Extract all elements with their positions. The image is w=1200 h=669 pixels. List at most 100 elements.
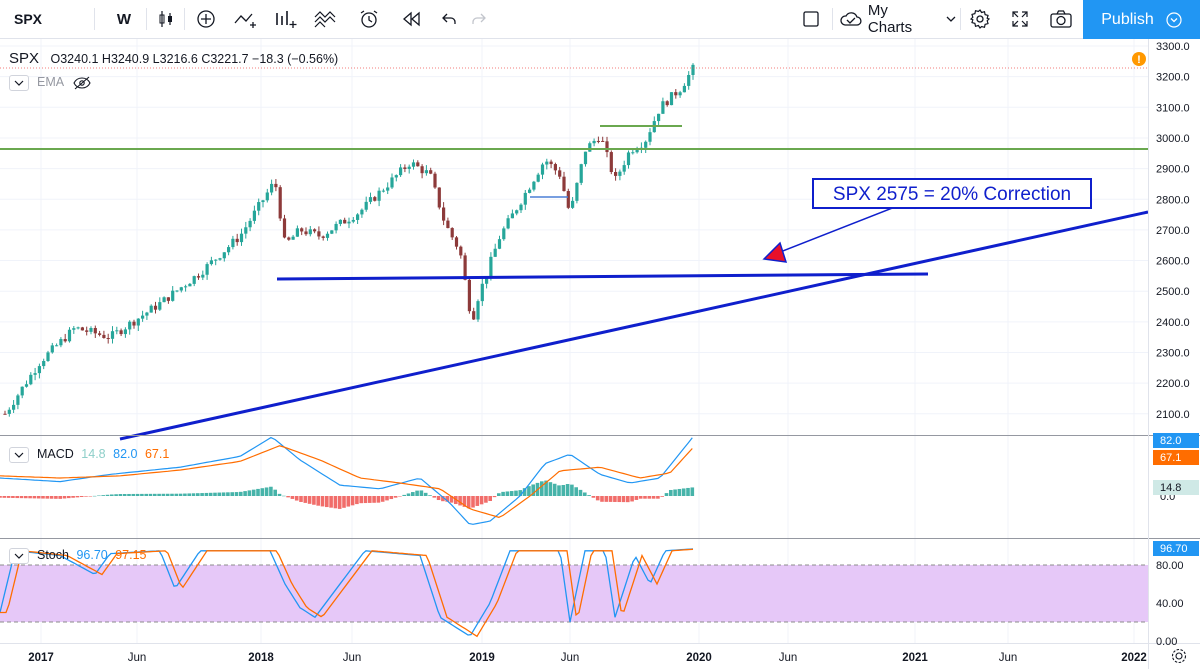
candle-body xyxy=(575,182,579,201)
candle-body xyxy=(386,187,390,191)
macd-histogram-bar xyxy=(380,496,385,502)
interval-button[interactable]: W xyxy=(116,10,132,28)
candle-body xyxy=(549,161,553,165)
collapse-macd-button[interactable] xyxy=(9,447,29,463)
macd-histogram-bar xyxy=(144,493,148,496)
candle-body xyxy=(235,238,239,243)
undo-icon[interactable] xyxy=(436,0,462,38)
candle-body xyxy=(291,236,295,240)
candle-body xyxy=(644,141,648,148)
macd-histogram-bar xyxy=(540,481,544,496)
candle-body xyxy=(545,161,549,165)
candle-body xyxy=(528,189,532,193)
layout-icon[interactable] xyxy=(798,0,824,38)
candle-body xyxy=(85,330,89,332)
candle-body xyxy=(399,167,403,176)
chart-area[interactable]: SPX 2575 = 20% Correction 3300.0 3200.0 31… xyxy=(0,39,1200,669)
gear-icon[interactable] xyxy=(966,0,994,38)
toolbar-divider xyxy=(94,8,95,30)
candle-body xyxy=(373,197,377,201)
price-legend: SPX O3240.1 H3240.9 L3216.6 C3221.7 −18.… xyxy=(9,50,338,67)
candle-body xyxy=(33,373,37,375)
annotation-arrow-line[interactable] xyxy=(769,204,901,257)
annotation-arrow-head[interactable] xyxy=(762,241,788,263)
indicators-icon[interactable] xyxy=(230,0,262,38)
candles-icon[interactable] xyxy=(152,0,180,38)
macd-signal-line xyxy=(0,445,693,518)
warning-icon[interactable] xyxy=(1132,52,1146,66)
stoch-k-line xyxy=(0,548,694,636)
macd-histogram-bar xyxy=(260,488,265,496)
candle-body xyxy=(270,183,274,193)
macd-histogram-bar xyxy=(24,496,28,499)
macd-histogram-bar xyxy=(355,496,359,505)
collapse-stoch-button[interactable] xyxy=(9,548,29,564)
candle-body xyxy=(67,329,72,342)
candle-body xyxy=(162,297,166,303)
macd-histogram-bar xyxy=(251,489,256,496)
alert-icon[interactable] xyxy=(354,0,384,38)
macd-histogram-bar xyxy=(118,494,123,496)
financials-icon[interactable] xyxy=(310,0,342,38)
macd-histogram-bar xyxy=(256,488,260,496)
macd-histogram-bar xyxy=(290,496,295,499)
price-tick-label: 3000.0 xyxy=(1156,133,1190,145)
macd-histogram-bar xyxy=(49,496,54,499)
candle-body xyxy=(579,164,583,183)
time-tick-label: Jun xyxy=(779,652,798,664)
fullscreen-icon[interactable] xyxy=(1006,0,1034,38)
collapse-legend-button[interactable] xyxy=(9,75,29,91)
price-tick-label: 2200.0 xyxy=(1156,378,1190,390)
candle-body xyxy=(377,190,381,201)
add-indicator-icon[interactable] xyxy=(192,0,220,38)
macd-histogram-bar xyxy=(243,491,247,496)
candle-body xyxy=(343,219,347,224)
annotation-box[interactable] xyxy=(812,178,1092,209)
candle-body xyxy=(407,166,411,169)
candle-body xyxy=(351,219,355,222)
candle-body xyxy=(3,413,7,415)
chart-canvas[interactable]: SPX 2575 = 20% Correction 3300.0 3200.0 31… xyxy=(0,39,1200,669)
candle-body xyxy=(669,92,674,106)
time-tick-label: 2021 xyxy=(902,652,928,664)
candle-body xyxy=(454,237,459,247)
macd-histogram-bar xyxy=(286,496,290,498)
macd-histogram-bar xyxy=(583,492,587,496)
stoch-tick-label: 40.00 xyxy=(1156,598,1184,610)
symbol-search-button[interactable]: SPX xyxy=(13,11,42,27)
candle-body xyxy=(321,236,325,238)
candle-body xyxy=(497,239,502,249)
macd-histogram-bar xyxy=(441,496,445,502)
macd-histogram-bar xyxy=(681,488,686,496)
horizontal-support-line[interactable] xyxy=(276,272,929,281)
rising-trendline[interactable] xyxy=(119,210,1149,441)
camera-icon[interactable] xyxy=(1046,0,1076,38)
replay-icon[interactable] xyxy=(396,0,426,38)
price-axis[interactable]: 3300.0 3200.0 3100.0 3000.0 2900.0 2800.0 2700… xyxy=(1156,41,1190,648)
macd-histogram-bar xyxy=(299,496,303,502)
candle-body xyxy=(106,337,110,339)
candle-body xyxy=(317,231,321,237)
macd-histogram-bar xyxy=(458,496,462,506)
macd-histogram-bar xyxy=(54,496,58,499)
macd-histogram-bar xyxy=(204,492,209,496)
redo-icon[interactable] xyxy=(466,0,492,38)
axis-settings-gear-icon[interactable] xyxy=(1171,648,1187,664)
candle-body xyxy=(115,330,119,332)
candle-body xyxy=(394,175,398,178)
candle-body xyxy=(325,233,330,238)
my-charts-button[interactable]: My Charts xyxy=(838,0,958,38)
time-axis[interactable]: 2017 Jun 2018 Jun 2019 Jun 2020 Jun 2021 Jun 2022 xyxy=(28,652,1147,664)
top-toolbar: SPX W My Charts xyxy=(0,0,1200,39)
publish-button[interactable]: Publish xyxy=(1083,0,1200,39)
macd-histogram-bar xyxy=(307,496,312,504)
candle-body xyxy=(583,151,588,165)
macd-histogram-bar xyxy=(359,496,363,504)
macd-histogram-bar xyxy=(578,489,583,496)
eye-off-icon[interactable] xyxy=(73,76,91,90)
candle-body xyxy=(196,276,201,278)
candle-body xyxy=(330,230,334,234)
macd-histogram-bar xyxy=(2,496,7,498)
macd-histogram-bar xyxy=(239,491,243,496)
compare-icon[interactable] xyxy=(270,0,302,38)
